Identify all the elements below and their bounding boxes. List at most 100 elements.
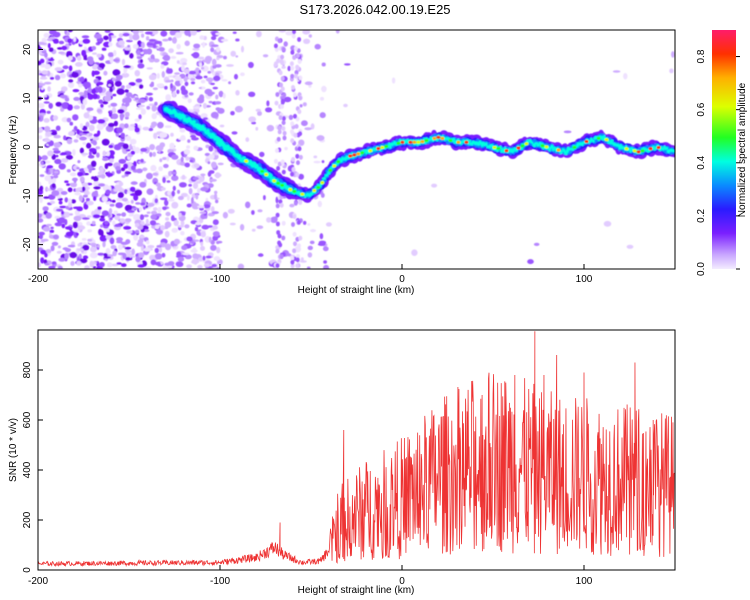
spectrogram-speckle bbox=[68, 65, 73, 72]
spectrogram-speckle bbox=[120, 167, 126, 172]
spectrogram-hotspot bbox=[524, 142, 529, 146]
spectrogram-speckle bbox=[98, 183, 106, 187]
spectrogram-speckle bbox=[162, 206, 167, 211]
spectrogram-speckle bbox=[44, 175, 51, 182]
spectrogram-speckle bbox=[153, 207, 158, 211]
spectrogram-speckle bbox=[155, 229, 163, 235]
spectrogram-speckle bbox=[146, 92, 153, 96]
spectrogram-speckle bbox=[134, 222, 140, 227]
spectrogram-speckle bbox=[121, 212, 127, 217]
spectrogram-speckle bbox=[125, 253, 133, 259]
spectrogram-speckle bbox=[134, 118, 141, 122]
spectrogram-speckle bbox=[319, 112, 326, 119]
spectrogram-speckle bbox=[86, 221, 91, 226]
spectrogram-speckle bbox=[166, 156, 170, 162]
spectrogram-speckle bbox=[188, 70, 196, 75]
spectrogram-speckle bbox=[54, 222, 63, 227]
spectrogram-speckle bbox=[93, 208, 102, 215]
spectrogram-speckle bbox=[212, 86, 218, 90]
spectrogram-speckle bbox=[297, 243, 301, 249]
spectrogram-speckle bbox=[96, 123, 104, 131]
spectrogram-speckle bbox=[87, 229, 92, 233]
spectrogram-speckle bbox=[41, 70, 48, 75]
spectrogram-speckle bbox=[108, 104, 111, 108]
spectrogram-x-ticks: -200 -100 0 100 bbox=[28, 264, 593, 285]
spectrogram-speckle bbox=[200, 241, 204, 246]
spectrogram-speckle bbox=[118, 33, 124, 38]
spectrogram-speckle bbox=[39, 174, 45, 177]
spectrogram-speckle bbox=[275, 148, 279, 154]
spectrogram-speckle bbox=[43, 118, 50, 123]
spectrogram-speckle bbox=[109, 57, 114, 64]
spectrogram-speckle bbox=[102, 150, 106, 157]
spectrogram-speckle bbox=[181, 174, 186, 180]
spectrogram-speckle bbox=[58, 40, 65, 45]
spectrogram-speckle bbox=[70, 172, 77, 177]
spectrogram-speckle bbox=[105, 189, 111, 195]
spectrogram-speckle bbox=[83, 112, 90, 119]
spectrogram-hotspot bbox=[496, 146, 501, 151]
spectrogram-speckle bbox=[146, 211, 151, 214]
spectrogram-ridge bbox=[535, 142, 539, 145]
spectrogram-speckle bbox=[257, 253, 264, 257]
spectrogram-speckle bbox=[231, 131, 238, 135]
spectrogram-speckle bbox=[277, 161, 282, 167]
spectrogram-speckle bbox=[276, 136, 281, 142]
spectrogram-speckle bbox=[227, 208, 235, 214]
spectrogram-speckle bbox=[64, 252, 69, 260]
spectrogram-hotspot bbox=[596, 136, 601, 140]
spectrogram-hotspot bbox=[336, 160, 341, 164]
spectrogram-speckle bbox=[92, 214, 101, 219]
spectrogram-speckle bbox=[671, 51, 675, 58]
spectrogram-speckle bbox=[44, 81, 52, 85]
colorbar-gradient bbox=[712, 30, 736, 269]
spectrogram-speckle bbox=[104, 220, 109, 225]
spectrogram-speckle bbox=[197, 205, 205, 209]
spectrogram-y-tick-label: 0 bbox=[22, 144, 33, 150]
spectrogram-hotspot bbox=[264, 172, 269, 177]
spectrogram-speckle bbox=[391, 77, 396, 84]
spectrogram-speckle bbox=[147, 245, 155, 249]
spectrogram-speckle bbox=[171, 154, 179, 160]
spectrogram-speckle bbox=[129, 143, 133, 151]
spectrogram-speckle bbox=[180, 57, 188, 64]
spectrogram-speckle bbox=[56, 250, 62, 254]
spectrogram-speckle bbox=[298, 131, 303, 137]
spectrogram-speckle bbox=[118, 158, 127, 164]
spectrogram-speckle bbox=[141, 41, 145, 49]
spectrogram-speckle bbox=[146, 105, 151, 110]
spectrogram-hotspot bbox=[400, 140, 405, 144]
spectrogram-speckle bbox=[55, 208, 64, 212]
spectrogram-speckle bbox=[117, 191, 124, 198]
spectrogram-speckle bbox=[316, 135, 325, 141]
spectrogram-speckle bbox=[113, 210, 118, 215]
spectrogram-speckle bbox=[210, 244, 217, 251]
spectrogram-speckle bbox=[280, 98, 285, 104]
spectrogram-speckle bbox=[199, 35, 205, 40]
spectrogram-speckle bbox=[321, 85, 327, 93]
spectrogram-speckle bbox=[199, 94, 205, 101]
spectrogram-speckle bbox=[101, 47, 107, 51]
spectrogram-speckle bbox=[91, 220, 96, 225]
spectrogram-hotspot bbox=[424, 138, 429, 143]
spectrogram-speckle bbox=[177, 195, 184, 201]
spectrogram-hotspot bbox=[412, 140, 417, 144]
spectrogram-speckle bbox=[223, 55, 227, 60]
spectrogram-speckle bbox=[215, 199, 219, 204]
spectrogram-hotspot bbox=[380, 145, 385, 150]
spectrogram-speckle bbox=[344, 63, 351, 66]
spectrogram-speckle bbox=[167, 190, 171, 196]
spectrogram-speckle bbox=[136, 168, 143, 174]
spectrogram-speckle bbox=[124, 49, 130, 55]
spectrogram-hotspot bbox=[572, 145, 577, 149]
spectrogram-speckle bbox=[187, 98, 192, 104]
spectrogram-speckle bbox=[41, 155, 48, 161]
spectrogram-speckle bbox=[303, 121, 307, 126]
spectrogram-speckle bbox=[116, 240, 123, 244]
spectrogram-speckle bbox=[307, 223, 311, 226]
spectrogram-speckle bbox=[126, 249, 132, 254]
spectrogram-speckle bbox=[222, 93, 226, 99]
spectrogram-speckle bbox=[229, 222, 236, 226]
spectrogram-speckle bbox=[53, 174, 59, 179]
spectrogram-speckle bbox=[79, 76, 85, 82]
